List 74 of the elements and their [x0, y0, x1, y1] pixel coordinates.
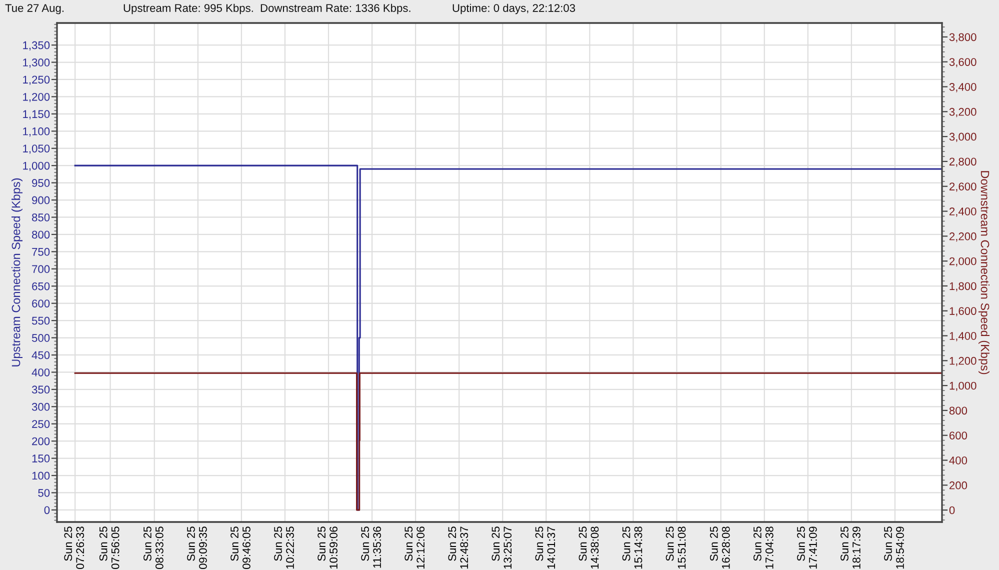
y-tick-label: 0	[44, 506, 50, 514]
x-tick-label: Sun 25 12:12:06	[404, 526, 425, 569]
y-tick-label: 1,150	[23, 110, 50, 120]
y-tick-label: 200	[32, 437, 50, 446]
y2-tick-label: 1,800	[950, 282, 976, 292]
x-tick-label: Sun 25 16:28:08	[710, 526, 730, 569]
y-tick-label: 1,200	[23, 92, 50, 102]
x-tick-label: Sun 25 09:46:05	[230, 526, 250, 569]
y-tick-label: 500	[32, 334, 50, 342]
y-tick-label: 100	[32, 472, 50, 480]
y2-axis-title: Downstream Connection Speed (Kbps)	[978, 171, 990, 374]
y2-tick-label: 1,000	[950, 382, 976, 391]
y-tick-label: 1,100	[23, 127, 50, 137]
y2-tick-label: 1,600	[950, 307, 976, 316]
y2-tick-label: 200	[950, 481, 968, 490]
y-tick-label: 800	[32, 230, 50, 239]
y-tick-label: 450	[32, 351, 50, 360]
y2-tick-label: 1,400	[950, 332, 976, 342]
y2-tick-label: 2,400	[950, 208, 976, 217]
x-tick-label: Sun 25 15:51:08	[666, 526, 686, 569]
y-tick-label: 850	[32, 213, 50, 222]
y2-tick-label: 3,000	[949, 132, 976, 142]
y2-tick-label: 800	[949, 406, 968, 415]
x-tick-label: Sun 25 07:56:05	[99, 526, 120, 569]
y-tick-label: 50	[38, 488, 50, 497]
y2-tick-label: 3,800	[949, 33, 976, 42]
x-tick-label: Sun 25 17:04:38	[754, 526, 774, 569]
x-tick-label: Sun 25 13:25:07	[492, 526, 512, 569]
y-tick-label: 750	[32, 248, 50, 256]
x-tick-label: Sun 25 07:26:33	[64, 526, 84, 569]
x-tick-label: Sun 25 15:14:38	[622, 526, 642, 569]
y-tick-label: 1,350	[23, 41, 50, 50]
y-tick-label: 1,250	[23, 76, 50, 85]
y-tick-label: 400	[32, 368, 50, 376]
y2-tick-label: 600	[950, 432, 968, 440]
x-tick-label: Sun 25 14:38:08	[578, 526, 599, 569]
y-tick-label: 900	[32, 196, 50, 204]
y-tick-label: 1,000	[23, 162, 50, 172]
x-tick-label: Sun 25 10:59:06	[318, 526, 338, 569]
text: Upstream Rate: 995 Kbps.	[124, 4, 253, 14]
x-tick-label: Sun 25 08:33:05	[144, 526, 164, 569]
y-tick-label: 600	[32, 300, 50, 308]
x-tick-label: Sun 25 10:22:35	[274, 526, 294, 569]
y2-tick-label: 2,600	[950, 182, 976, 192]
y2-tick-label: 1,200	[950, 356, 976, 366]
y2-tick-label: 400	[949, 456, 968, 464]
text: Downstream Rate: 1336 Kbps.	[260, 4, 410, 14]
y2-tick-label: 2,200	[950, 232, 976, 242]
y-tick-label: 1,300	[23, 58, 50, 68]
y2-tick-label: 3,400	[949, 83, 976, 92]
y-axis-title: Upstream Connection Speed (Kbps)	[12, 178, 22, 366]
y2-tick-label: 2,000	[950, 257, 976, 266]
x-tick-label: Sun 25 12:48:37	[448, 526, 468, 569]
y-tick-label: 550	[32, 316, 50, 325]
y-tick-label: 350	[32, 386, 50, 394]
y-tick-label: 150	[32, 454, 50, 462]
y-tick-label: 950	[32, 179, 50, 187]
y-tick-label: 700	[32, 265, 50, 274]
x-tick-label: Sun 25 17:41:09	[797, 526, 817, 569]
x-tick-label: Sun 25 09:09:35	[187, 526, 207, 569]
x-tick-label: Sun 25 18:54:09	[884, 526, 904, 569]
y2-tick-label: 3,200	[949, 108, 976, 118]
y2-tick-label: 3,600	[949, 58, 976, 68]
x-tick-label: Sun 25 18:17:39	[840, 526, 860, 569]
y-tick-label: 650	[32, 282, 50, 290]
y-tick-label: 1,050	[23, 144, 50, 154]
y-tick-label: 250	[32, 420, 50, 428]
y-tick-label: 300	[32, 402, 50, 411]
y2-tick-label: 0	[949, 506, 955, 514]
text: Tue 27 Aug.	[5, 4, 64, 14]
x-tick-label: Sun 25 11:35:36	[361, 526, 381, 568]
x-tick-label: Sun 25 14:01:37	[535, 526, 556, 569]
y2-tick-label: 2,800	[950, 158, 976, 167]
text: Uptime: 0 days, 22:12:03	[452, 4, 576, 14]
